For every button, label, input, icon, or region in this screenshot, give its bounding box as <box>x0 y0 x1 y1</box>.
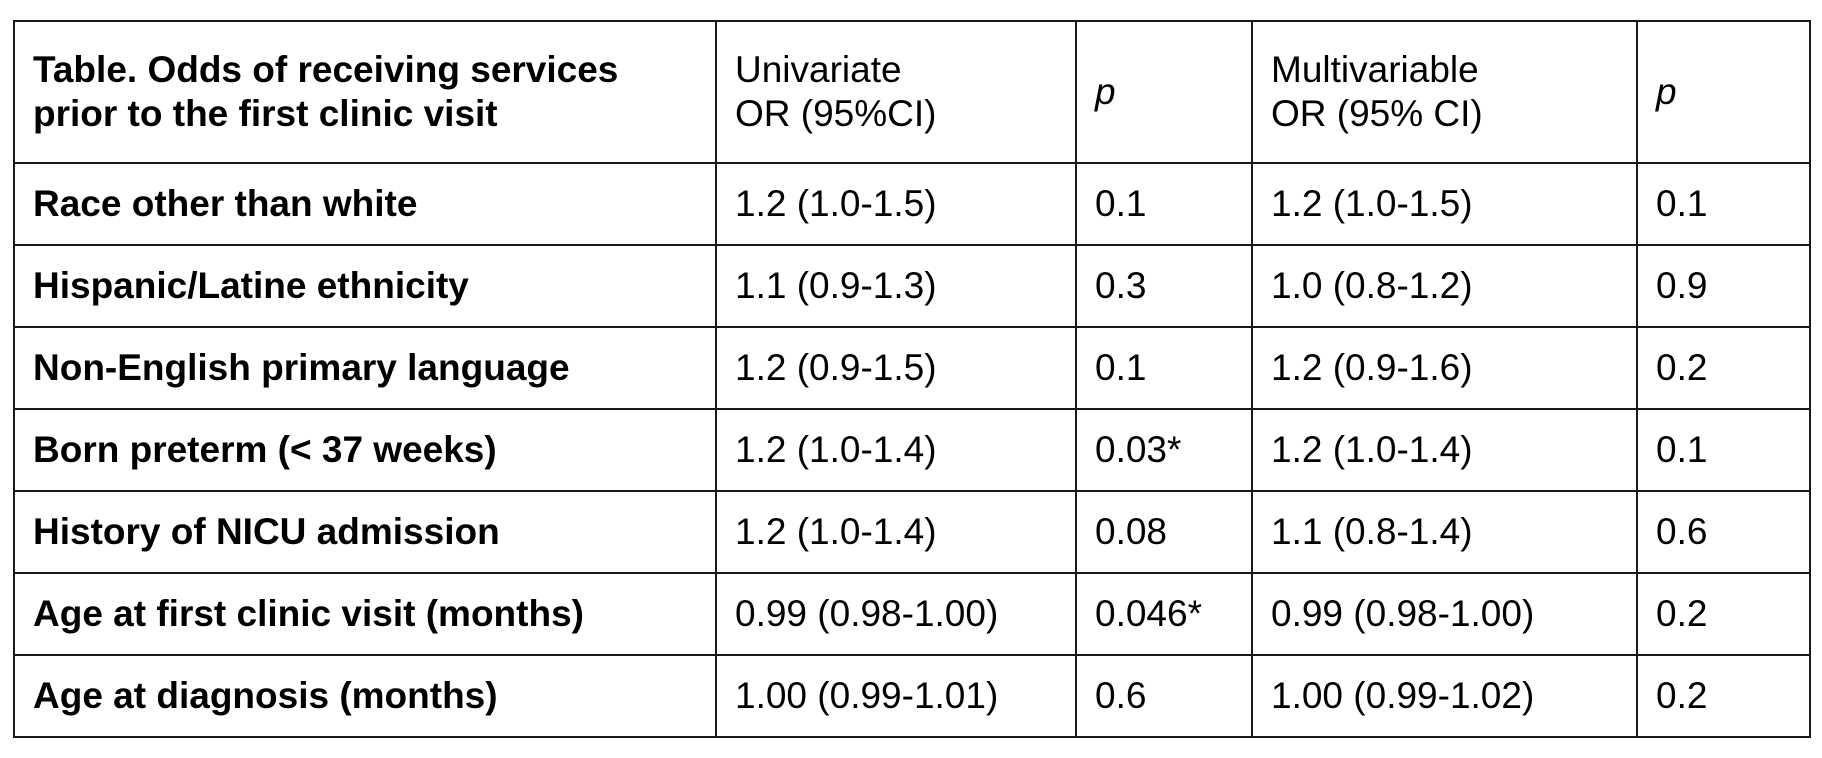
univariate-header-line2: OR (95%CI) <box>735 93 937 134</box>
univariate-p-cell: 0.08 <box>1075 490 1253 574</box>
table-title-line1: Table. Odds of receiving services <box>33 49 619 90</box>
univariate-header-cell: Univariate OR (95%CI) <box>715 20 1077 164</box>
multivariable-p-cell: 0.6 <box>1636 490 1811 574</box>
multivariable-p-header: p <box>1636 20 1811 164</box>
univariate-p-cell: 0.1 <box>1075 326 1253 410</box>
univariate-or-cell: 1.1 (0.9-1.3) <box>715 244 1077 328</box>
row-label: Age at diagnosis (months) <box>13 654 717 738</box>
row-label: Non-English primary language <box>13 326 717 410</box>
multivariable-p-cell: 0.2 <box>1636 572 1811 656</box>
table-row: Age at first clinic visit (months) 0.99 … <box>13 572 1811 656</box>
univariate-or-cell: 1.2 (1.0-1.4) <box>715 490 1077 574</box>
table-row: Born preterm (< 37 weeks) 1.2 (1.0-1.4) … <box>13 408 1811 492</box>
multivariable-or-cell: 1.2 (1.0-1.4) <box>1251 408 1638 492</box>
univariate-header-line1: Univariate <box>735 49 902 90</box>
multivariable-or-cell: 1.2 (1.0-1.5) <box>1251 162 1638 246</box>
univariate-p-cell: 0.046* <box>1075 572 1253 656</box>
univariate-p-cell: 0.03* <box>1075 408 1253 492</box>
multivariable-p-cell: 0.2 <box>1636 654 1811 738</box>
row-label: Age at first clinic visit (months) <box>13 572 717 656</box>
row-label: Born preterm (< 37 weeks) <box>13 408 717 492</box>
univariate-or-cell: 1.2 (1.0-1.5) <box>715 162 1077 246</box>
table-title-cell: Table. Odds of receiving services prior … <box>13 20 717 164</box>
multivariable-p-cell: 0.9 <box>1636 244 1811 328</box>
table-row: History of NICU admission 1.2 (1.0-1.4) … <box>13 490 1811 574</box>
multivariable-header-line1: Multivariable <box>1271 49 1479 90</box>
multivariable-or-cell: 1.1 (0.8-1.4) <box>1251 490 1638 574</box>
univariate-p-cell: 0.6 <box>1075 654 1253 738</box>
multivariable-p-cell: 0.1 <box>1636 162 1811 246</box>
table-row: Race other than white 1.2 (1.0-1.5) 0.1 … <box>13 162 1811 246</box>
row-label: Race other than white <box>13 162 717 246</box>
table-row: Hispanic/Latine ethnicity 1.1 (0.9-1.3) … <box>13 244 1811 328</box>
table-title-line2: prior to the first clinic visit <box>33 93 498 134</box>
multivariable-or-cell: 1.00 (0.99-1.02) <box>1251 654 1638 738</box>
univariate-or-cell: 1.2 (0.9-1.5) <box>715 326 1077 410</box>
univariate-or-cell: 1.00 (0.99-1.01) <box>715 654 1077 738</box>
multivariable-or-cell: 0.99 (0.98-1.00) <box>1251 572 1638 656</box>
multivariable-p-cell: 0.1 <box>1636 408 1811 492</box>
multivariable-header-line2: OR (95% CI) <box>1271 93 1483 134</box>
odds-table: Table. Odds of receiving services prior … <box>13 20 1811 738</box>
table-header-row: Table. Odds of receiving services prior … <box>13 20 1811 164</box>
univariate-or-cell: 0.99 (0.98-1.00) <box>715 572 1077 656</box>
row-label: Hispanic/Latine ethnicity <box>13 244 717 328</box>
univariate-p-cell: 0.3 <box>1075 244 1253 328</box>
multivariable-p-cell: 0.2 <box>1636 326 1811 410</box>
multivariable-or-cell: 1.2 (0.9-1.6) <box>1251 326 1638 410</box>
row-label: History of NICU admission <box>13 490 717 574</box>
multivariable-or-cell: 1.0 (0.8-1.2) <box>1251 244 1638 328</box>
odds-table-container: Table. Odds of receiving services prior … <box>13 20 1811 738</box>
table-row: Age at diagnosis (months) 1.00 (0.99-1.0… <box>13 654 1811 738</box>
multivariable-header-cell: Multivariable OR (95% CI) <box>1251 20 1638 164</box>
table-row: Non-English primary language 1.2 (0.9-1.… <box>13 326 1811 410</box>
univariate-p-cell: 0.1 <box>1075 162 1253 246</box>
univariate-or-cell: 1.2 (1.0-1.4) <box>715 408 1077 492</box>
univariate-p-header: p <box>1075 20 1253 164</box>
